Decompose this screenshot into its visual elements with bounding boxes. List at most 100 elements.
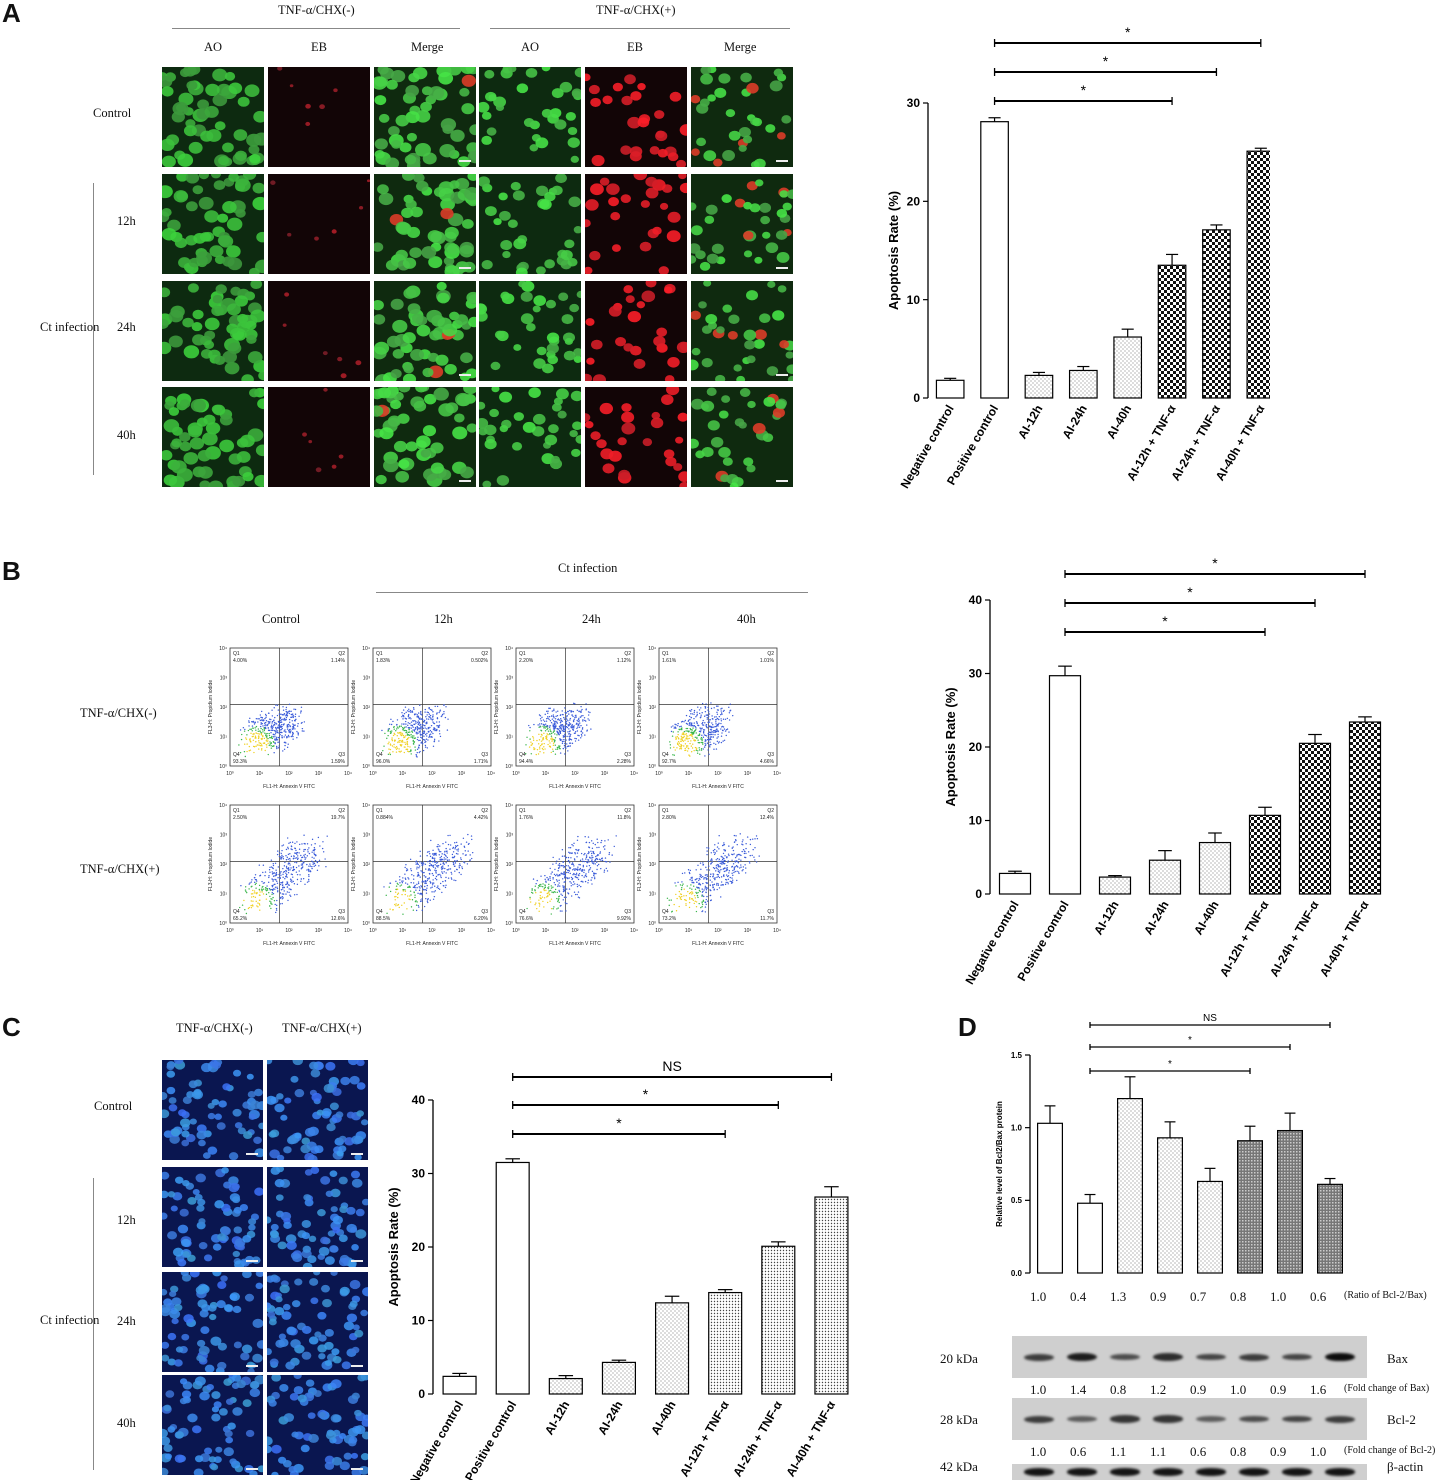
bar xyxy=(1348,721,1382,895)
y-tick-label: 1.0 xyxy=(1011,1123,1023,1132)
tick-label: 10¹ xyxy=(220,892,228,898)
channel-label: Merge xyxy=(724,40,757,54)
y-axis-label: FL3-H: Propidium Iodide xyxy=(637,837,643,891)
bar xyxy=(548,1377,583,1395)
quadrant-label: Q4 xyxy=(662,909,669,915)
blot-band xyxy=(1153,1468,1183,1476)
micrograph-tile xyxy=(268,387,370,487)
significance-label: * xyxy=(616,1115,622,1131)
row-label-40h: 40h xyxy=(117,1416,136,1430)
bar-chart-d: 0.0 0.5 1.0 1.5 Relative level of Bcl2/Bax p… xyxy=(995,1013,1344,1278)
tick-label: 10¹ xyxy=(649,892,657,898)
micrograph-tile xyxy=(268,174,370,274)
group-label-minus: TNF-α/CHX(-) xyxy=(278,3,355,17)
value-label: 0.8 xyxy=(1110,1382,1127,1397)
channel-label: EB xyxy=(311,40,327,54)
tick-label: 10³ xyxy=(315,771,323,777)
quadrant-label: 2.80% xyxy=(662,815,677,821)
micrograph-tile xyxy=(691,174,793,274)
micrograph-tile xyxy=(479,281,581,381)
group-divider xyxy=(172,28,460,29)
quadrant-label: 1.12% xyxy=(617,658,632,664)
tick-label: 10² xyxy=(220,705,228,711)
value-label: 0.8 xyxy=(1230,1444,1247,1459)
micrograph-tile xyxy=(268,67,370,167)
scale-bar xyxy=(246,1365,258,1367)
scale-bar xyxy=(459,480,471,482)
quadrant-label: Q1 xyxy=(376,651,383,657)
tick-label: 10⁰ xyxy=(505,764,513,770)
tick-label: 10⁴ xyxy=(773,771,781,777)
bar xyxy=(1076,1202,1103,1274)
row-label-24h: 24h xyxy=(117,1314,136,1328)
tick-label: 10⁴ xyxy=(630,928,638,934)
y-tick-label: 40 xyxy=(412,1093,426,1107)
y-tick-label: 30 xyxy=(969,667,983,681)
tick-label: 10² xyxy=(428,771,436,777)
quadrant-label: Q2 xyxy=(624,808,631,814)
blot-band xyxy=(1067,1416,1097,1422)
bracket-line xyxy=(93,183,94,475)
tick-label: 10⁰ xyxy=(648,921,656,927)
tick-label: 10¹ xyxy=(363,892,371,898)
tick-label: 10⁰ xyxy=(362,764,370,770)
bar xyxy=(601,1361,637,1395)
category-label: Negative control xyxy=(407,1399,466,1480)
row-caption: (Fold change of Bcl-2) xyxy=(1344,1445,1436,1456)
y-axis-label: Apoptosis Rate (%) xyxy=(943,687,958,806)
tick-label: 10³ xyxy=(506,833,514,839)
micrograph-tile xyxy=(585,67,687,167)
bax-fold-row: 1.0 1.4 0.8 1.2 0.9 1.0 0.9 1.6 (Fold change of … xyxy=(1010,1382,1440,1400)
micrograph-tile xyxy=(585,281,687,381)
quadrant-label: 1.83% xyxy=(376,658,391,664)
scale-bar xyxy=(351,1365,363,1367)
quadrant-label: 96.0% xyxy=(376,759,391,765)
category-label: Negative control xyxy=(962,899,1021,987)
y-tick-label: 30 xyxy=(907,96,921,110)
bar xyxy=(1116,1097,1143,1274)
category-label: AI-24h + TNF-α xyxy=(1267,898,1322,979)
tick-label: 10¹ xyxy=(685,928,693,934)
value-label: 1.3 xyxy=(1110,1289,1127,1304)
bar xyxy=(1068,369,1098,399)
significance-label: * xyxy=(1103,53,1109,69)
row-label-24h: 24h xyxy=(117,320,136,334)
bar xyxy=(1148,859,1182,895)
value-label: 0.4 xyxy=(1070,1289,1087,1304)
hoechst-tile xyxy=(162,1272,263,1372)
micrograph-tile xyxy=(374,67,476,167)
scale-bar xyxy=(776,160,788,162)
value-label: 0.7 xyxy=(1190,1289,1207,1304)
y-tick-label: 20 xyxy=(969,740,983,754)
tick-label: 10² xyxy=(363,705,371,711)
panel-letter-a: A xyxy=(2,0,21,28)
bar xyxy=(1197,1180,1224,1274)
quadrant-label: Q2 xyxy=(338,808,345,814)
tick-label: 10⁴ xyxy=(505,646,513,652)
quadrant-label: Q1 xyxy=(233,651,240,657)
quadrant-label: 6.20% xyxy=(474,916,489,922)
y-tick-label: 0 xyxy=(975,887,982,901)
quadrant-label: 19.7% xyxy=(331,815,346,821)
tick-label: 10⁰ xyxy=(512,771,520,777)
tick-label: 10³ xyxy=(649,676,657,682)
tick-label: 10³ xyxy=(744,771,752,777)
category-label: AI-12h xyxy=(1091,899,1121,938)
value-label: 0.6 xyxy=(1190,1444,1207,1459)
value-label: 1.0 xyxy=(1270,1289,1287,1304)
group-divider xyxy=(490,28,790,29)
ct-infection-label: Ct infection xyxy=(558,561,618,575)
tick-label: 10² xyxy=(428,928,436,934)
bar xyxy=(1098,876,1132,895)
value-label: 0.9 xyxy=(1190,1382,1207,1397)
quadrant-label: Q2 xyxy=(767,808,774,814)
quadrant-label: 4.66% xyxy=(760,759,775,765)
channel-label: AO xyxy=(204,40,223,54)
tick-label: 10² xyxy=(506,862,514,868)
tick-label: 10³ xyxy=(220,676,228,682)
significance-label: * xyxy=(1168,1059,1172,1070)
micrograph-tile xyxy=(585,387,687,487)
